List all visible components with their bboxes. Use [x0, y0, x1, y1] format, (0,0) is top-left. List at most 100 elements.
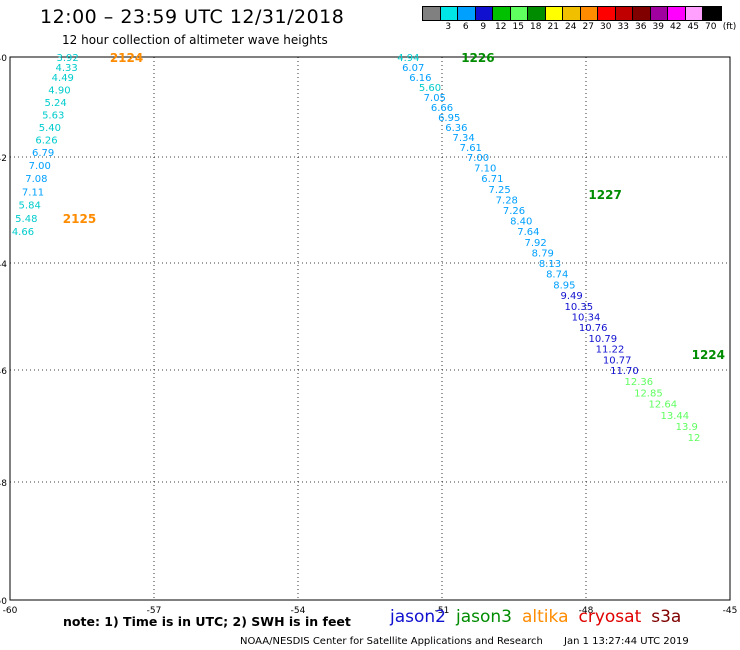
legend-label: 30 — [600, 22, 612, 32]
wave-height-value: 8.74 — [546, 270, 568, 281]
wave-height-value: 8.95 — [553, 280, 575, 291]
wave-height-value: 13.9 — [676, 422, 698, 433]
wave-height-value: 8.79 — [532, 248, 554, 259]
map-subtitle: 12 hour collection of altimeter wave hei… — [62, 33, 328, 47]
wave-height-value: 5.63 — [42, 111, 64, 122]
wave-height-value: 6.66 — [431, 103, 453, 114]
wave-height-value: 7.08 — [25, 174, 47, 185]
wave-height-value: 5.60 — [419, 83, 441, 94]
wave-height-value: 10.76 — [579, 323, 608, 334]
mission-label-jason3: jason3 — [456, 607, 512, 627]
latitude-label: -40 — [0, 54, 7, 64]
wave-height-value: 7.64 — [517, 227, 539, 238]
mission-label-cryosat: cryosat — [578, 607, 642, 627]
longitude-label: -51 — [435, 606, 450, 616]
legend-swatch — [545, 7, 563, 20]
longitude-label: -57 — [147, 606, 162, 616]
latitude-label: -50 — [0, 597, 7, 607]
wave-height-value: 4.49 — [52, 73, 74, 84]
legend-label: 3 — [445, 22, 452, 32]
latitude-label: -44 — [0, 260, 7, 270]
legend-label: 6 — [462, 22, 469, 32]
legend-label: 39 — [652, 22, 664, 32]
legend-label: 27 — [582, 22, 594, 32]
wave-height-value: 6.26 — [35, 136, 57, 147]
wave-height-value: 8.13 — [539, 259, 561, 270]
wave-height-value: 10.77 — [603, 355, 632, 366]
mission-label-s3a: s3a — [651, 607, 682, 627]
legend-swatch — [703, 7, 721, 20]
wave-height-value: 5.84 — [19, 201, 41, 212]
legend-label: 21 — [547, 22, 559, 32]
legend-label: 18 — [530, 22, 542, 32]
footer-credit: NOAA/NESDIS Center for Satellite Applica… — [240, 636, 543, 647]
wave-height-value: 5.48 — [15, 214, 37, 225]
legend-swatch — [580, 7, 598, 20]
wave-height-value: 7.10 — [474, 164, 496, 175]
legend-swatch — [423, 7, 441, 20]
legend-swatch — [633, 7, 651, 20]
wave-height-value: 6.71 — [481, 174, 503, 185]
wave-height-value: 4.94 — [397, 53, 419, 64]
wave-height-value: 10.79 — [588, 334, 617, 345]
wave-height-color-legend — [422, 6, 722, 21]
map-title: 12:00 – 23:59 UTC 12/31/2018 — [40, 6, 345, 28]
map-frame — [9, 56, 731, 601]
legend-label: 33 — [617, 22, 629, 32]
legend-swatch — [650, 7, 668, 20]
wave-height-value: 6.07 — [402, 63, 424, 74]
wave-height-value: 5.40 — [39, 123, 61, 134]
wave-height-value: 5.24 — [44, 98, 66, 109]
mission-legend: jason2 jason3 altika cryosat s3a — [390, 607, 691, 627]
latitude-label: -46 — [0, 367, 7, 377]
wave-height-value: 7.11 — [22, 187, 44, 198]
pass-time-label: 1227 — [588, 188, 621, 202]
wave-height-value: 6.16 — [409, 73, 431, 84]
wave-height-value: 10.34 — [572, 313, 601, 324]
wave-height-value: 13.44 — [660, 411, 689, 422]
wave-height-value: 6.79 — [32, 148, 54, 159]
legend-swatch — [528, 7, 546, 20]
wave-height-value: 12.64 — [648, 400, 677, 411]
longitude-label: -45 — [723, 606, 738, 616]
legend-label: 12 — [495, 22, 507, 32]
longitude-label: -60 — [3, 606, 18, 616]
wave-height-value: 4.66 — [12, 227, 34, 238]
pass-time-label: 2124 — [110, 51, 143, 65]
legend-label: 42 — [670, 22, 682, 32]
legend-swatch — [493, 7, 511, 20]
footer: NOAA/NESDIS Center for Satellite Applica… — [240, 636, 689, 647]
latitude-label: -42 — [0, 154, 7, 164]
wave-height-value: 8.40 — [510, 217, 532, 228]
longitude-label: -54 — [291, 606, 306, 616]
wave-height-value: 4.33 — [56, 63, 78, 74]
pass-time-label: 1226 — [461, 51, 494, 65]
legend-swatch — [440, 7, 458, 20]
wave-height-value: 4.90 — [48, 86, 70, 97]
legend-labels: 3 6 9 12 15 18 21 24 27 30 33 36 39 42 45 70 (ft) — [422, 22, 740, 34]
legend-label: 36 — [635, 22, 647, 32]
pass-time-label: 2125 — [63, 212, 96, 226]
legend-swatch — [685, 7, 703, 20]
legend-swatch — [475, 7, 493, 20]
legend-unit: (ft) — [722, 22, 737, 32]
legend-swatch — [563, 7, 581, 20]
wave-height-value: 3.92 — [56, 53, 78, 64]
latitude-label: -48 — [0, 479, 7, 489]
legend-swatch — [510, 7, 528, 20]
legend-swatch — [615, 7, 633, 20]
wave-height-value: 6.36 — [445, 123, 467, 134]
longitude-label: -48 — [579, 606, 594, 616]
mission-label-altika: altika — [522, 607, 569, 627]
legend-label: 24 — [565, 22, 577, 32]
legend-swatch — [458, 7, 476, 20]
wave-height-value: 12.85 — [634, 388, 663, 399]
wave-height-value: 7.25 — [488, 185, 510, 196]
wave-height-value: 7.05 — [424, 93, 446, 104]
units-note: note: 1) Time is in UTC; 2) SWH is in fe… — [63, 614, 351, 629]
wave-height-value: 11.22 — [596, 345, 625, 356]
wave-height-value: 7.00 — [29, 161, 51, 172]
wave-height-value: 7.92 — [524, 238, 546, 249]
legend-label: 70 — [705, 22, 717, 32]
